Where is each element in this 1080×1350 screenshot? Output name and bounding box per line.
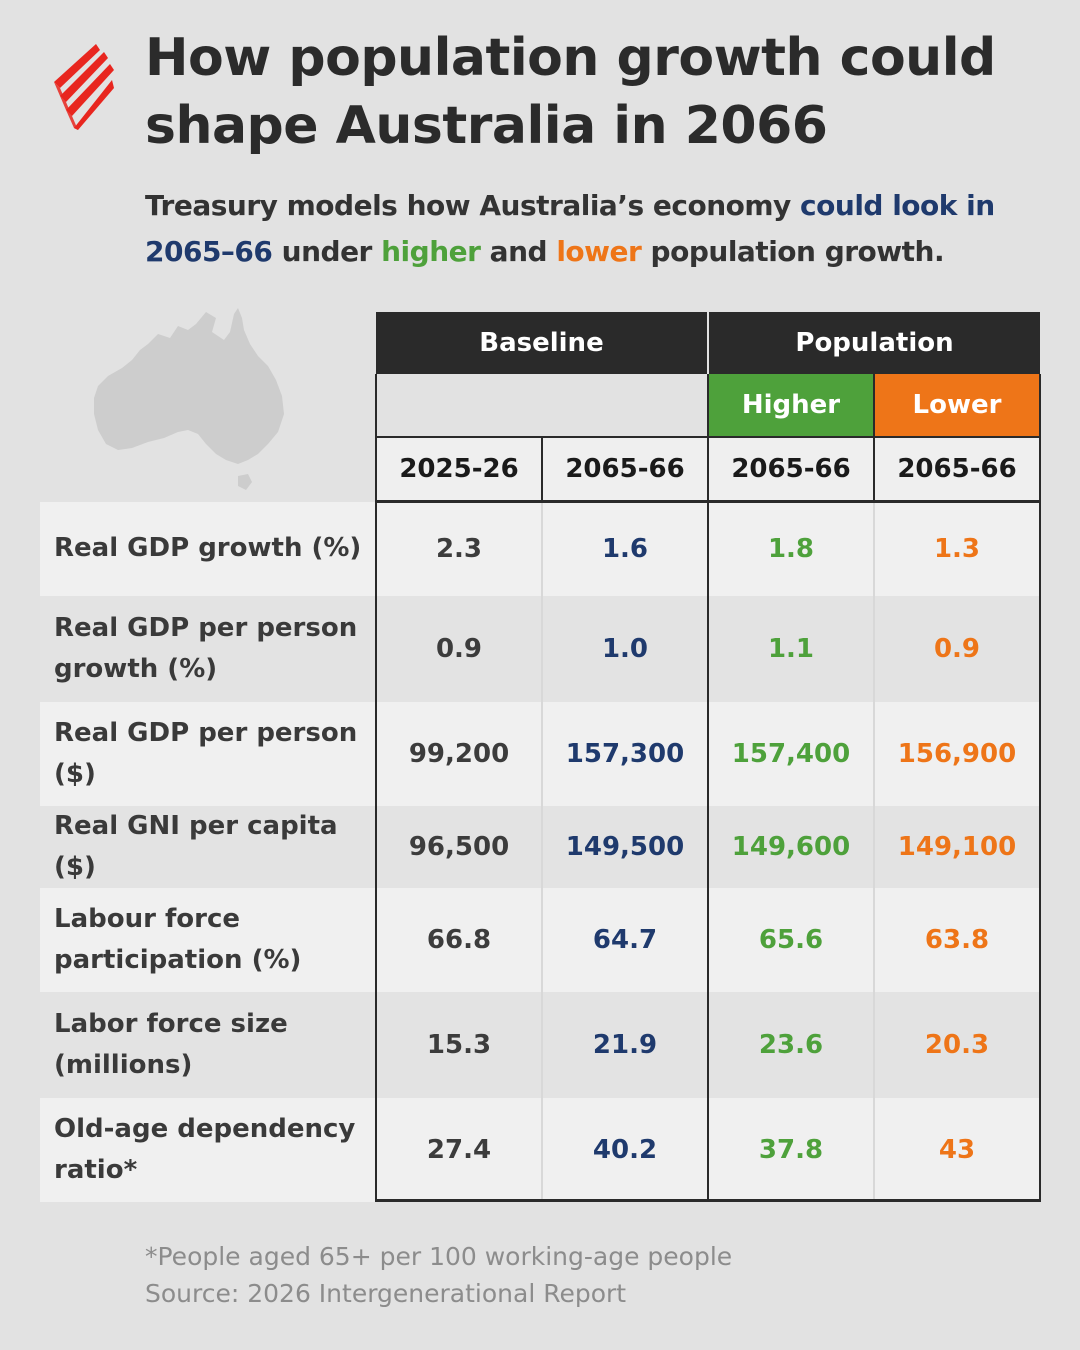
subtitle-highlight-baseline: could look in 2065–66 xyxy=(145,189,995,268)
value-baseline-2065: 64.7 xyxy=(541,887,708,992)
value-baseline-2065: 1.6 xyxy=(541,501,708,596)
header-spacer xyxy=(40,437,376,502)
data-table: Baseline Population Higher Lower 2025-26… xyxy=(40,312,1041,1202)
row-label: Real GNI per capita ($) xyxy=(40,805,376,888)
value-higher-2065: 157,400 xyxy=(707,701,874,806)
row-label: Real GDP per person growth (%) xyxy=(40,595,376,702)
table-bottom-border xyxy=(375,1199,1040,1202)
subtitle-highlight-higher: higher xyxy=(381,235,481,268)
table-row: Labor force size (millions) 15.3 21.9 23… xyxy=(40,991,1041,1098)
value-lower-2065: 149,100 xyxy=(873,805,1041,888)
value-higher-2065: 149,600 xyxy=(707,805,874,888)
footnote: *People aged 65+ per 100 working-age peo… xyxy=(145,1242,733,1271)
subgroup-header-row: Higher Lower xyxy=(40,374,1041,438)
header-higher: Higher xyxy=(707,374,874,438)
row-label: Real GDP per person ($) xyxy=(40,701,376,806)
value-baseline-2025: 27.4 xyxy=(375,1097,542,1202)
sbs-logo-icon xyxy=(54,44,114,130)
value-lower-2065: 0.9 xyxy=(873,595,1041,702)
value-lower-2065: 20.3 xyxy=(873,991,1041,1098)
value-lower-2065: 43 xyxy=(873,1097,1041,1202)
column-header-baseline-2025: 2025-26 xyxy=(375,437,542,503)
row-label: Old-age dependency ratio* xyxy=(40,1097,376,1202)
value-baseline-2025: 96,500 xyxy=(375,805,542,888)
header-baseline: Baseline xyxy=(376,312,708,374)
row-label: Labour force participation (%) xyxy=(40,887,376,992)
table-row: Labour force participation (%) 66.8 64.7… xyxy=(40,887,1041,992)
value-baseline-2065: 1.0 xyxy=(541,595,708,702)
subtitle-text-3: and xyxy=(480,235,557,268)
source-note: Source: 2026 Intergenerational Report xyxy=(145,1279,627,1308)
year-header-row: 2025-26 2065-66 2065-66 2065-66 xyxy=(40,437,1041,503)
value-baseline-2065: 40.2 xyxy=(541,1097,708,1202)
value-lower-2065: 63.8 xyxy=(873,887,1041,992)
value-baseline-2065: 157,300 xyxy=(541,701,708,806)
group-header-row: Baseline Population xyxy=(40,312,1040,374)
value-baseline-2025: 15.3 xyxy=(375,991,542,1098)
header-lower: Lower xyxy=(873,374,1041,438)
row-label: Real GDP growth (%) xyxy=(40,501,376,596)
value-higher-2065: 1.8 xyxy=(707,501,874,596)
header-spacer xyxy=(40,312,376,374)
header-population: Population xyxy=(707,312,1040,374)
australia-map-icon xyxy=(94,308,284,490)
value-baseline-2025: 66.8 xyxy=(375,887,542,992)
table-row: Old-age dependency ratio* 27.4 40.2 37.8… xyxy=(40,1097,1041,1202)
value-higher-2065: 23.6 xyxy=(707,991,874,1098)
subtitle-highlight-lower: lower xyxy=(556,235,642,268)
table-row: Real GDP per person growth (%) 0.9 1.0 1… xyxy=(40,595,1041,702)
baseline-subheader-empty xyxy=(375,374,708,438)
value-baseline-2065: 21.9 xyxy=(541,991,708,1098)
value-baseline-2025: 99,200 xyxy=(375,701,542,806)
value-lower-2065: 156,900 xyxy=(873,701,1041,806)
column-header-lower-2065: 2065-66 xyxy=(873,437,1041,503)
value-baseline-2025: 2.3 xyxy=(375,501,542,596)
subtitle-text-2: under xyxy=(272,235,382,268)
value-lower-2065: 1.3 xyxy=(873,501,1041,596)
subtitle-text-4: population growth. xyxy=(641,235,945,268)
value-higher-2065: 65.6 xyxy=(707,887,874,992)
table-row: Real GDP growth (%) 2.3 1.6 1.8 1.3 xyxy=(40,501,1041,596)
value-higher-2065: 37.8 xyxy=(707,1097,874,1202)
header-spacer xyxy=(40,374,376,437)
footnote-block: *People aged 65+ per 100 working-age peo… xyxy=(145,1238,1045,1312)
page-title: How population growth could shape Austra… xyxy=(145,28,996,156)
value-baseline-2025: 0.9 xyxy=(375,595,542,702)
table-row: Real GDP per person ($) 99,200 157,300 1… xyxy=(40,701,1041,806)
value-higher-2065: 1.1 xyxy=(707,595,874,702)
subtitle: Treasury models how Australia’s economy … xyxy=(145,183,1065,275)
row-label: Labor force size (millions) xyxy=(40,991,376,1098)
value-baseline-2065: 149,500 xyxy=(541,805,708,888)
subtitle-text-1: Treasury models how Australia’s economy xyxy=(145,189,801,222)
column-header-baseline-2065: 2065-66 xyxy=(541,437,708,503)
table-row: Real GNI per capita ($) 96,500 149,500 1… xyxy=(40,805,1041,888)
column-header-higher-2065: 2065-66 xyxy=(707,437,874,503)
